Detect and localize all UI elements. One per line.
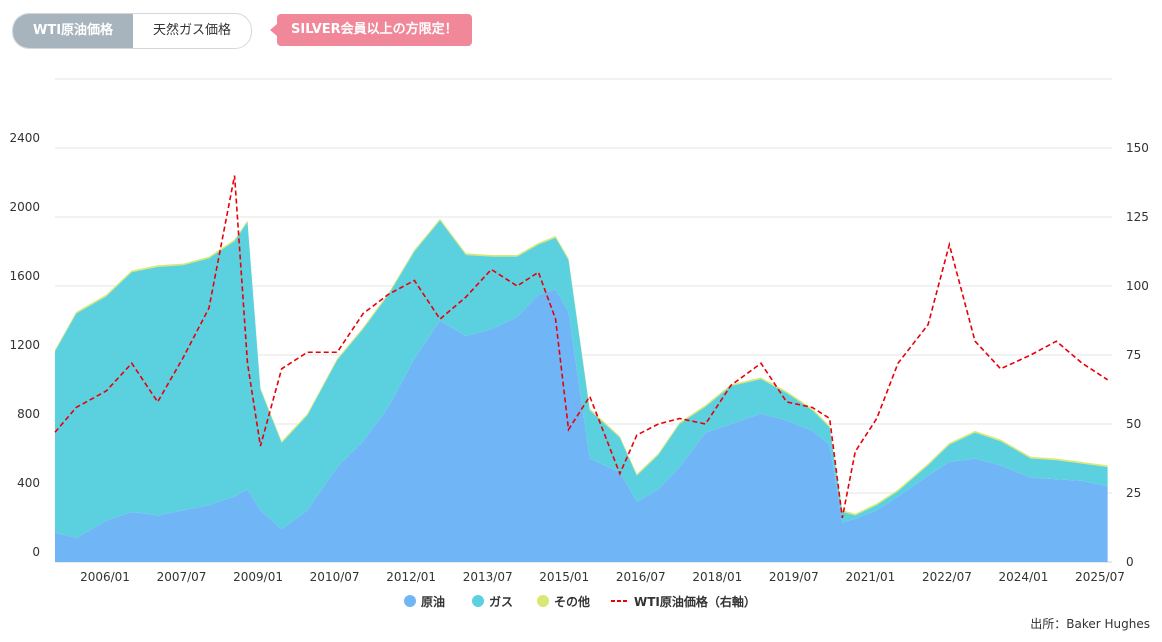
x-axis-tick-label: 2006/01 <box>80 570 130 584</box>
left-axis-tick-label: 2400 <box>9 131 40 145</box>
x-axis-tick-label: 2016/07 <box>616 570 666 584</box>
x-axis-tick-label: 2021/01 <box>845 570 895 584</box>
area-series <box>55 218 1108 562</box>
left-axis-tick-label: 800 <box>17 407 40 421</box>
legend-label: ガス <box>489 594 513 609</box>
axes: 0 400 800 1200 1600 2000 2400 0 25 50 75 100 125 150 2… <box>9 131 1148 584</box>
left-axis-tick-label: 0 <box>32 545 40 559</box>
legend-swatch <box>472 595 484 607</box>
right-axis-tick-label: 125 <box>1126 210 1149 224</box>
x-axis-tick-label: 2018/01 <box>692 570 742 584</box>
left-axis-tick-label: 400 <box>17 476 40 490</box>
x-axis-tick-label: 2024/01 <box>999 570 1049 584</box>
x-axis-tick-label: 2015/01 <box>539 570 589 584</box>
left-axis-tick-label: 2000 <box>9 200 40 214</box>
area-oil <box>55 289 1108 562</box>
x-axis-tick-label: 2025/07 <box>1075 570 1125 584</box>
source-note: 出所：Baker Hughes <box>1030 617 1150 631</box>
legend-swatch <box>537 595 549 607</box>
right-axis-tick-label: 0 <box>1126 555 1134 569</box>
tab-group: WTI原油価格 天然ガス価格 <box>12 13 253 49</box>
legend: 原油 ガス その他 WTI原油価格（右軸） <box>404 594 756 609</box>
tab-wti-oil-price[interactable]: WTI原油価格 <box>13 14 134 48</box>
tab-natural-gas-price[interactable]: 天然ガス価格 <box>153 23 232 38</box>
legend-swatch <box>404 595 416 607</box>
x-axis-tick-label: 2009/01 <box>233 570 283 584</box>
right-axis-tick-label: 50 <box>1126 417 1141 431</box>
legend-label: その他 <box>554 594 590 609</box>
right-axis-tick-label: 100 <box>1126 279 1149 293</box>
line-series <box>54 175 1109 518</box>
legend-label: 原油 <box>421 594 445 609</box>
members-only-badge: SILVER会員以上の方限定！ <box>270 14 472 46</box>
right-axis-tick-label: 25 <box>1126 486 1141 500</box>
legend-label: WTI原油価格（右軸） <box>634 594 756 609</box>
area-gas <box>55 220 1108 538</box>
left-axis-tick-label: 1600 <box>9 269 40 283</box>
x-axis-tick-label: 2007/07 <box>157 570 207 584</box>
x-axis-tick-label: 2022/07 <box>922 570 972 584</box>
left-axis-tick-label: 1200 <box>9 338 40 352</box>
x-axis-tick-label: 2013/07 <box>463 570 513 584</box>
line-wti-price <box>54 175 1109 518</box>
x-axis-tick-label: 2012/01 <box>386 570 436 584</box>
right-axis-tick-label: 150 <box>1126 141 1149 155</box>
x-axis-tick-label: 2019/07 <box>769 570 819 584</box>
x-axis-tick-label: 2010/07 <box>310 570 360 584</box>
right-axis-tick-label: 75 <box>1126 348 1141 362</box>
